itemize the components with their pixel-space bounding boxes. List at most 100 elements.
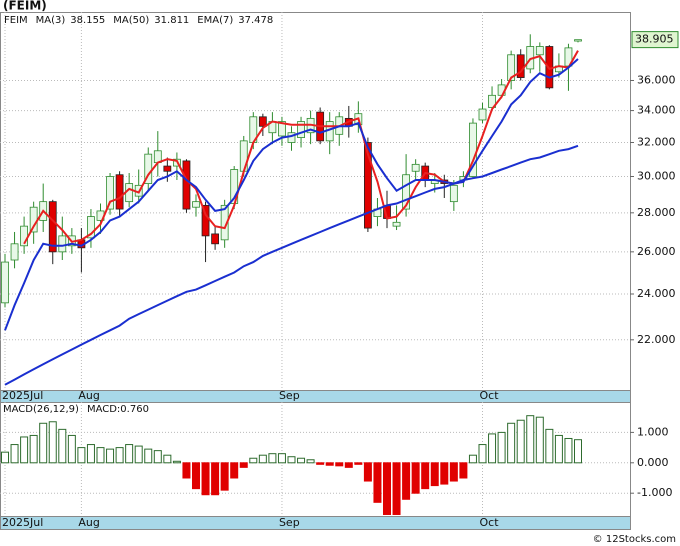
panel-title: MACD(26,12,9) (3, 404, 79, 415)
y-tick-label: 36.000 (637, 73, 676, 86)
bar (220, 462, 229, 491)
bar (172, 460, 181, 464)
macd-panel (0, 402, 631, 517)
bar (459, 462, 468, 479)
bar (402, 462, 411, 500)
bar (287, 456, 296, 464)
bar (488, 433, 497, 464)
x-tick-label: Sep (279, 516, 300, 529)
bar (39, 422, 48, 464)
bar (373, 462, 382, 503)
candle-body (507, 54, 516, 81)
bar (249, 457, 258, 464)
bar (421, 462, 430, 490)
bar (230, 462, 239, 479)
indicator-line (23, 50, 579, 245)
last-price-label: 38.905 (635, 33, 674, 46)
x-tick-label: Sep (279, 389, 300, 402)
chart-title: (FEIM) (3, 0, 47, 13)
bar (516, 419, 525, 464)
last-price-box (631, 31, 679, 49)
bar (125, 444, 134, 464)
legend-ticker: FEIM (4, 15, 28, 26)
candle-body (211, 233, 220, 245)
candle-body (182, 160, 191, 210)
bar (192, 462, 200, 490)
y-tick-label: 32.000 (637, 136, 676, 149)
bar (554, 434, 563, 464)
bar (316, 462, 325, 465)
bar (277, 453, 286, 464)
y-tick-label: 0.000 (637, 456, 669, 469)
y-tick-label: 28.000 (637, 206, 676, 219)
bar (478, 444, 487, 464)
candle-body (192, 201, 200, 208)
bar (335, 462, 344, 467)
candle-body (478, 108, 487, 121)
candle-body (220, 204, 229, 241)
bar (440, 462, 449, 485)
bar (201, 462, 210, 496)
bar (325, 462, 334, 466)
bar (48, 421, 57, 464)
legend-value: 38.155 (70, 15, 105, 26)
candle-body (297, 121, 305, 138)
legend-value: 31.811 (154, 15, 189, 26)
x-tick-label: Oct (480, 389, 500, 402)
bar (363, 462, 372, 482)
bar (574, 439, 582, 464)
bar (344, 462, 353, 468)
bar (29, 434, 38, 464)
date-strip (0, 516, 631, 530)
bar (115, 447, 124, 464)
bar (67, 434, 76, 464)
bar (153, 450, 162, 464)
bar (545, 428, 554, 464)
legend-name: MA(50) (113, 15, 149, 26)
indicator-line (4, 58, 579, 331)
bar (430, 462, 439, 487)
x-tick-label: 2025Jul (2, 389, 43, 402)
bar (211, 462, 220, 496)
x-tick-label: Aug (78, 389, 99, 402)
x-tick-label: Oct (480, 516, 500, 529)
bar (96, 447, 105, 464)
candle-body (287, 132, 296, 143)
bar (10, 444, 19, 464)
legend-value: 37.478 (238, 15, 273, 26)
candle-body (10, 243, 19, 261)
panel-legend: MACD:0.760 (87, 404, 149, 415)
bar (449, 462, 458, 482)
candle-body (449, 184, 458, 203)
bar (507, 422, 516, 464)
x-tick-label: Aug (78, 516, 99, 529)
y-tick-label: 26.000 (637, 245, 676, 258)
bar (86, 444, 95, 464)
bar (163, 454, 172, 464)
bar (106, 448, 115, 464)
candle-body (163, 165, 172, 172)
legend-name: EMA(7) (197, 15, 233, 26)
candle-body (535, 46, 544, 56)
bar (564, 437, 573, 464)
candle-body (1, 261, 9, 304)
bar (258, 454, 267, 464)
y-tick-label: 30.000 (637, 169, 676, 182)
bar (354, 462, 363, 465)
candle-body (392, 221, 401, 227)
bar (77, 447, 86, 464)
bar (411, 462, 420, 494)
candle-body (278, 121, 286, 137)
x-tick-label: 2025Jul (2, 516, 43, 529)
candle-body (258, 116, 267, 127)
y-tick-label: 1.000 (637, 425, 669, 438)
bar (535, 416, 544, 464)
indicator-line (4, 144, 579, 386)
y-tick-label: -1.000 (637, 486, 672, 499)
bar (20, 436, 29, 464)
bar (392, 462, 401, 515)
bar (58, 428, 67, 464)
bar (297, 457, 306, 464)
price-panel (0, 12, 631, 391)
